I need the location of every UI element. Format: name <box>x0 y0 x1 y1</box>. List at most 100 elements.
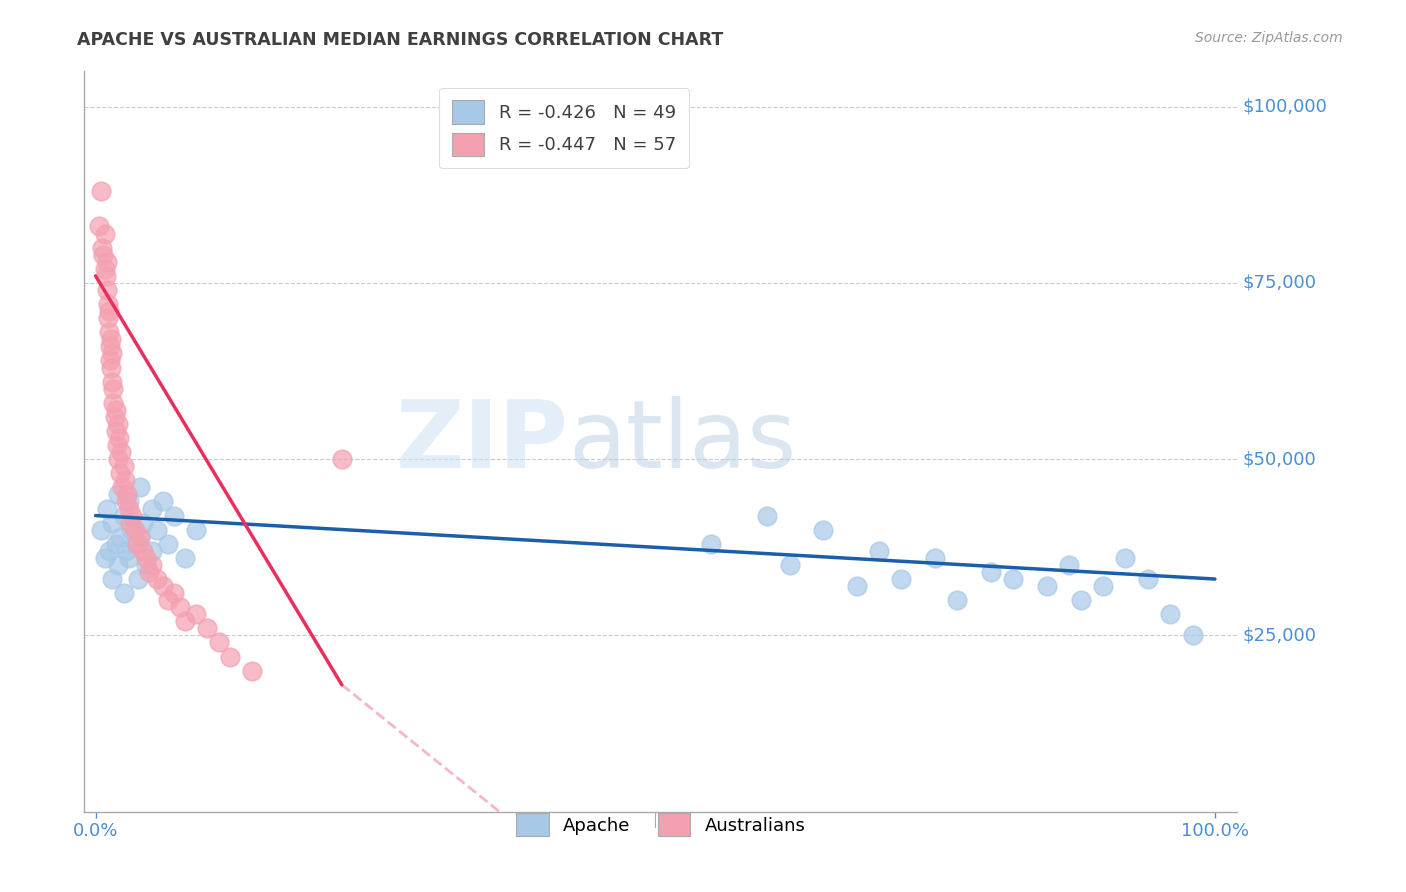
Point <box>112 459 135 474</box>
Point <box>114 494 136 508</box>
Point <box>152 494 174 508</box>
Point <box>218 649 240 664</box>
Point <box>1136 572 1159 586</box>
Point <box>980 565 1002 579</box>
Point <box>124 523 146 537</box>
Point <box>174 550 197 565</box>
Point <box>107 558 129 572</box>
Point <box>146 572 169 586</box>
Point <box>138 565 160 579</box>
Point <box>107 487 129 501</box>
Text: $25,000: $25,000 <box>1243 626 1317 644</box>
Point <box>115 487 138 501</box>
Point <box>120 523 142 537</box>
Point <box>107 417 129 431</box>
Point <box>97 311 120 326</box>
Point <box>101 346 124 360</box>
Text: Source: ZipAtlas.com: Source: ZipAtlas.com <box>1195 31 1343 45</box>
Point <box>1036 579 1059 593</box>
Point <box>104 402 127 417</box>
Point <box>163 508 186 523</box>
Point <box>112 586 135 600</box>
Point <box>197 621 219 635</box>
Point <box>90 184 112 198</box>
Point <box>127 572 149 586</box>
Text: APACHE VS AUSTRALIAN MEDIAN EARNINGS CORRELATION CHART: APACHE VS AUSTRALIAN MEDIAN EARNINGS COR… <box>77 31 724 49</box>
Point <box>114 473 136 487</box>
Point <box>779 558 801 572</box>
Point <box>163 586 186 600</box>
Point <box>98 339 121 353</box>
Point <box>141 501 163 516</box>
Point <box>96 283 118 297</box>
Point <box>946 593 969 607</box>
Point <box>845 579 868 593</box>
Point <box>94 268 117 283</box>
Legend: Apache, Australians: Apache, Australians <box>505 802 817 847</box>
Point <box>129 530 152 544</box>
Point <box>129 480 152 494</box>
Point <box>756 508 779 523</box>
Point <box>87 219 110 234</box>
Point <box>700 537 723 551</box>
Point <box>114 544 136 558</box>
Point <box>157 537 180 551</box>
Point <box>93 261 115 276</box>
Point <box>98 353 121 368</box>
Point <box>174 615 197 629</box>
Point <box>107 452 129 467</box>
Point <box>121 508 143 523</box>
Point <box>98 325 121 339</box>
Point <box>108 431 131 445</box>
Point <box>98 544 121 558</box>
Point <box>1070 593 1092 607</box>
Point <box>101 516 124 530</box>
Point <box>101 375 124 389</box>
Text: ZIP: ZIP <box>395 395 568 488</box>
Point <box>104 537 127 551</box>
Point <box>100 332 122 346</box>
Point <box>135 550 157 565</box>
Point <box>890 572 912 586</box>
Point <box>152 579 174 593</box>
Point <box>169 600 191 615</box>
Point <box>111 480 134 494</box>
Point <box>129 530 152 544</box>
Point <box>1114 550 1136 565</box>
Point <box>118 550 141 565</box>
Point <box>135 558 157 572</box>
Point <box>93 550 115 565</box>
Text: $100,000: $100,000 <box>1243 97 1327 116</box>
Point <box>1181 628 1204 642</box>
Point <box>141 558 163 572</box>
Point <box>103 396 125 410</box>
Point <box>131 544 153 558</box>
Text: atlas: atlas <box>568 395 797 488</box>
Point <box>96 501 118 516</box>
Point <box>98 304 121 318</box>
Point <box>240 664 263 678</box>
Text: $50,000: $50,000 <box>1243 450 1316 468</box>
Point <box>186 607 208 622</box>
Point <box>118 494 141 508</box>
Point <box>93 227 115 241</box>
Point <box>108 530 131 544</box>
Point <box>146 523 169 537</box>
Point <box>103 409 125 424</box>
Point <box>104 424 127 438</box>
Point <box>1159 607 1181 622</box>
Point <box>90 523 112 537</box>
Point <box>811 523 834 537</box>
Point <box>868 544 890 558</box>
Point <box>103 382 125 396</box>
Point <box>125 537 148 551</box>
Point <box>120 516 142 530</box>
Point <box>157 593 180 607</box>
Point <box>91 241 114 255</box>
Point <box>108 467 131 481</box>
Point <box>97 297 120 311</box>
Point <box>1002 572 1025 586</box>
Point <box>330 452 353 467</box>
Point <box>93 248 115 262</box>
Point <box>186 523 208 537</box>
